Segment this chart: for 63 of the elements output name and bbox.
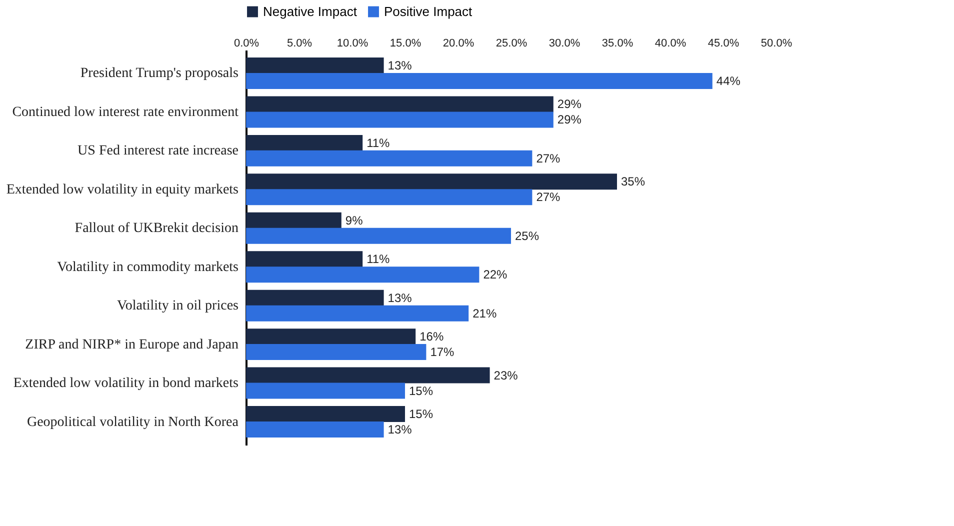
data-label: 35% bbox=[621, 174, 646, 189]
bar bbox=[246, 189, 532, 206]
data-label: 27% bbox=[536, 190, 561, 204]
data-label: 29% bbox=[557, 112, 582, 127]
x-tick-label: 50.0% bbox=[760, 38, 792, 50]
data-label: 13% bbox=[388, 58, 412, 72]
bar bbox=[246, 134, 363, 151]
x-tick-label: 20.0% bbox=[442, 38, 474, 50]
legend-label: Positive Impact bbox=[384, 4, 473, 19]
data-label: 27% bbox=[536, 151, 561, 166]
bar bbox=[246, 251, 363, 268]
x-tick-label: 25.0% bbox=[496, 38, 528, 50]
bar bbox=[246, 382, 405, 399]
x-tick-label: 30.0% bbox=[548, 38, 580, 50]
data-label: 9% bbox=[345, 213, 364, 228]
y-tick-label: Volatility in commodity markets bbox=[57, 260, 238, 275]
y-tick-label: ZIRP and NIRP* in Europe and Japan bbox=[25, 337, 238, 352]
data-label: 15% bbox=[409, 407, 434, 422]
legend-label: Negative Impact bbox=[263, 4, 358, 19]
data-label: 15% bbox=[409, 384, 434, 398]
data-label: 21% bbox=[472, 306, 497, 320]
y-tick-label: US Fed interest rate increase bbox=[78, 144, 238, 159]
bar bbox=[246, 422, 384, 438]
y-tick-label: President Trump's proposals bbox=[80, 66, 238, 82]
y-tick-label: Geopolitical volatility in North Korea bbox=[26, 414, 240, 430]
y-tick-label: Extended low volatility in equity markets bbox=[6, 182, 238, 198]
y-tick-label: Volatility in oil prices bbox=[117, 298, 238, 314]
bar bbox=[246, 344, 426, 360]
x-tick-label: 40.0% bbox=[654, 38, 686, 50]
bar bbox=[246, 212, 342, 228]
bar bbox=[246, 305, 469, 322]
x-tick-label: 35.0% bbox=[602, 38, 634, 50]
bar bbox=[246, 290, 384, 306]
bar bbox=[246, 328, 416, 345]
bar bbox=[246, 266, 480, 283]
x-tick-label: 15.0% bbox=[390, 38, 422, 50]
bar bbox=[246, 406, 405, 422]
bar bbox=[246, 228, 511, 244]
data-label: 25% bbox=[515, 228, 540, 243]
data-label: 23% bbox=[494, 368, 518, 382]
bar bbox=[246, 174, 617, 190]
x-tick-label: 5.0% bbox=[286, 38, 312, 50]
bar bbox=[246, 96, 554, 112]
data-label: 17% bbox=[430, 345, 455, 360]
bar bbox=[246, 57, 384, 74]
bar bbox=[246, 72, 712, 89]
data-label: 13% bbox=[388, 422, 412, 437]
data-label: 11% bbox=[366, 252, 390, 266]
data-label: 22% bbox=[483, 268, 508, 282]
data-label: 16% bbox=[420, 330, 444, 344]
y-tick-label: Continued low interest rate environment bbox=[12, 104, 239, 120]
data-label: 11% bbox=[366, 136, 390, 150]
bar bbox=[246, 150, 532, 166]
data-label: 29% bbox=[557, 97, 582, 112]
x-tick-label: 0.0% bbox=[234, 38, 260, 50]
bar bbox=[246, 112, 554, 128]
y-tick-label: Extended low volatility in bond markets bbox=[13, 376, 238, 392]
x-tick-label: 45.0% bbox=[708, 38, 740, 50]
x-tick-label: 10.0% bbox=[336, 38, 368, 50]
data-label: 13% bbox=[388, 290, 412, 305]
y-tick-label: Fallout of UKBrekit decision bbox=[74, 221, 238, 236]
data-label: 44% bbox=[716, 74, 741, 88]
bar bbox=[246, 367, 490, 384]
